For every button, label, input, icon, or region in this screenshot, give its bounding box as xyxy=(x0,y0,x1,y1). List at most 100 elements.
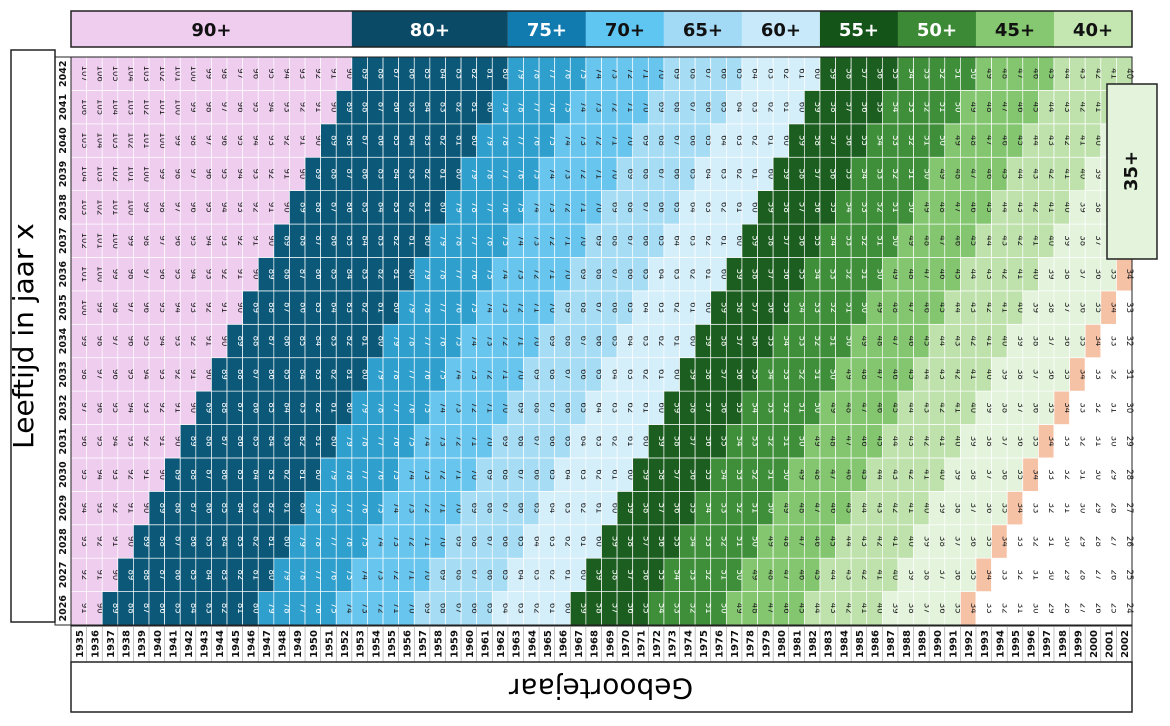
heatmap-cell-value: 36 xyxy=(1077,302,1087,313)
heatmap-cell-value: 45 xyxy=(843,503,853,514)
heatmap-cell-value: 63 xyxy=(594,436,604,447)
heatmap-cell-value: 36 xyxy=(1062,336,1072,347)
heatmap-cell-value: 88 xyxy=(219,402,229,413)
heatmap-cell-value: 31 xyxy=(1062,503,1072,514)
heatmap-cell-value: 87 xyxy=(282,302,292,313)
heatmap-cell-value: 87 xyxy=(141,603,151,614)
y-tick-label: 2037 xyxy=(58,228,69,254)
heatmap-cell-value: 87 xyxy=(204,469,214,480)
heatmap-cell-value: 55 xyxy=(797,269,807,280)
heatmap-cell-value: 30 xyxy=(1031,603,1041,614)
heatmap-cell-value: 70 xyxy=(594,202,604,213)
heatmap-cell-value: 38 xyxy=(1093,202,1103,213)
heatmap-cell-value: 80 xyxy=(438,202,448,213)
heatmap-cell-value: 39 xyxy=(953,469,963,480)
heatmap-cell-value: 70 xyxy=(531,336,541,347)
heatmap-cell-value: 96 xyxy=(219,135,229,146)
heatmap-cell-value: 40 xyxy=(875,603,885,614)
heatmap-cell-value: 93 xyxy=(204,269,214,280)
heatmap-cell-value: 46 xyxy=(906,336,916,347)
heatmap-cell-value: 32 xyxy=(1109,369,1119,380)
heatmap-cell-value: 47 xyxy=(937,235,947,246)
heatmap-cell-value: 95 xyxy=(235,135,245,146)
heatmap-cell-value: 83 xyxy=(313,369,323,380)
heatmap-cell-value: 64 xyxy=(625,336,635,347)
heatmap-cell-value: 58 xyxy=(843,68,853,79)
heatmap-cell-value: 70 xyxy=(406,603,416,614)
heatmap-cell-value: 98 xyxy=(110,302,120,313)
age-group-header-35 xyxy=(1106,83,1158,260)
x-tick-label: 1982 xyxy=(808,630,819,658)
heatmap-cell-value: 73 xyxy=(453,402,463,413)
x-axis-title-box xyxy=(70,661,1133,713)
heatmap-cell-value: 55 xyxy=(734,402,744,413)
heatmap-cell-value: 74 xyxy=(516,235,526,246)
heatmap-cell-value: 54 xyxy=(703,503,713,514)
heatmap-cell-value: 67 xyxy=(578,336,588,347)
heatmap-cell-value: 67 xyxy=(469,569,479,580)
heatmap-cell-value: 99 xyxy=(110,269,120,280)
heatmap-cell-value: 70 xyxy=(453,503,463,514)
heatmap-cell-value: 73 xyxy=(391,536,401,547)
heatmap-cell-value: 60 xyxy=(641,436,651,447)
heatmap-cell-value: 82 xyxy=(282,469,292,480)
heatmap-cell-value: 46 xyxy=(859,436,869,447)
heatmap-cell-value: 91 xyxy=(235,269,245,280)
heatmap-cell-value: 105 xyxy=(94,99,104,115)
heatmap-cell-value: 85 xyxy=(266,402,276,413)
heatmap-cell-value: 42 xyxy=(999,269,1009,280)
heatmap-cell-value: 49 xyxy=(797,469,807,480)
heatmap-cell-value: 57 xyxy=(672,469,682,480)
y-tick-label: 2030 xyxy=(58,461,69,488)
heatmap-cell-value: 77 xyxy=(375,436,385,447)
heatmap-cell-value: 46 xyxy=(812,536,822,547)
heatmap-cell-value: 51 xyxy=(734,536,744,547)
heatmap-cell-value: 86 xyxy=(204,503,214,514)
heatmap-cell-value: 56 xyxy=(812,202,822,213)
heatmap-cell-value: 93 xyxy=(172,336,182,347)
heatmap-cell-value: 51 xyxy=(828,336,838,347)
heatmap-cell-value: 65 xyxy=(672,202,682,213)
heatmap-cell-value: 87 xyxy=(219,436,229,447)
heatmap-cell-value: 76 xyxy=(516,169,526,180)
heatmap-cell-value: 70 xyxy=(469,469,479,480)
heatmap-cell-value: 43 xyxy=(1015,202,1025,213)
heatmap-cell-value: 80 xyxy=(360,369,370,380)
heatmap-cell-value: 40 xyxy=(953,436,963,447)
heatmap-cell-value: 99 xyxy=(79,336,89,347)
heatmap-cell-value: 36 xyxy=(999,469,1009,480)
heatmap-cell-value: 102 xyxy=(79,233,89,249)
heatmap-cell-value: 43 xyxy=(890,469,900,480)
heatmap-cell-value: 91 xyxy=(219,302,229,313)
heatmap-cell-value: 94 xyxy=(110,436,120,447)
heatmap-cell-value: 89 xyxy=(219,369,229,380)
x-tick-label: 1974 xyxy=(683,630,694,658)
heatmap-cell-value: 60 xyxy=(594,536,604,547)
heatmap-cell-value: 81 xyxy=(484,68,494,79)
x-tick-label: 1964 xyxy=(527,630,538,658)
heatmap-cell-value: 53 xyxy=(859,202,869,213)
x-tick-label: 1989 xyxy=(917,630,928,658)
heatmap-cell-value: 78 xyxy=(422,302,432,313)
heatmap-cell-value: 90 xyxy=(141,503,151,514)
heatmap-cell-value: 62 xyxy=(734,169,744,180)
heatmap-cell-value: 48 xyxy=(968,135,978,146)
heatmap-cell-value: 57 xyxy=(750,302,760,313)
heatmap-cell-value: 63 xyxy=(765,68,775,79)
heatmap-cell-value: 95 xyxy=(157,302,167,313)
heatmap-cell-value: 99 xyxy=(157,169,167,180)
x-tick-label: 1944 xyxy=(215,630,226,658)
y-tick-label: 2034 xyxy=(58,327,69,354)
heatmap-cell-value: 102 xyxy=(141,99,151,115)
heatmap-cell-value: 64 xyxy=(562,469,572,480)
heatmap-cell-value: 71 xyxy=(438,503,448,514)
x-tick-label: 1954 xyxy=(371,630,382,658)
heatmap-cell-value: 56 xyxy=(734,369,744,380)
heatmap-cell-value: 48 xyxy=(843,402,853,413)
heatmap-cell-value: 44 xyxy=(828,569,838,580)
heatmap-cell-value: 90 xyxy=(94,603,104,614)
heatmap-cell-value: 92 xyxy=(126,469,136,480)
heatmap-cell-value: 69 xyxy=(469,503,479,514)
heatmap-cell-value: 45 xyxy=(875,436,885,447)
heatmap-cell-value: 51 xyxy=(875,235,885,246)
